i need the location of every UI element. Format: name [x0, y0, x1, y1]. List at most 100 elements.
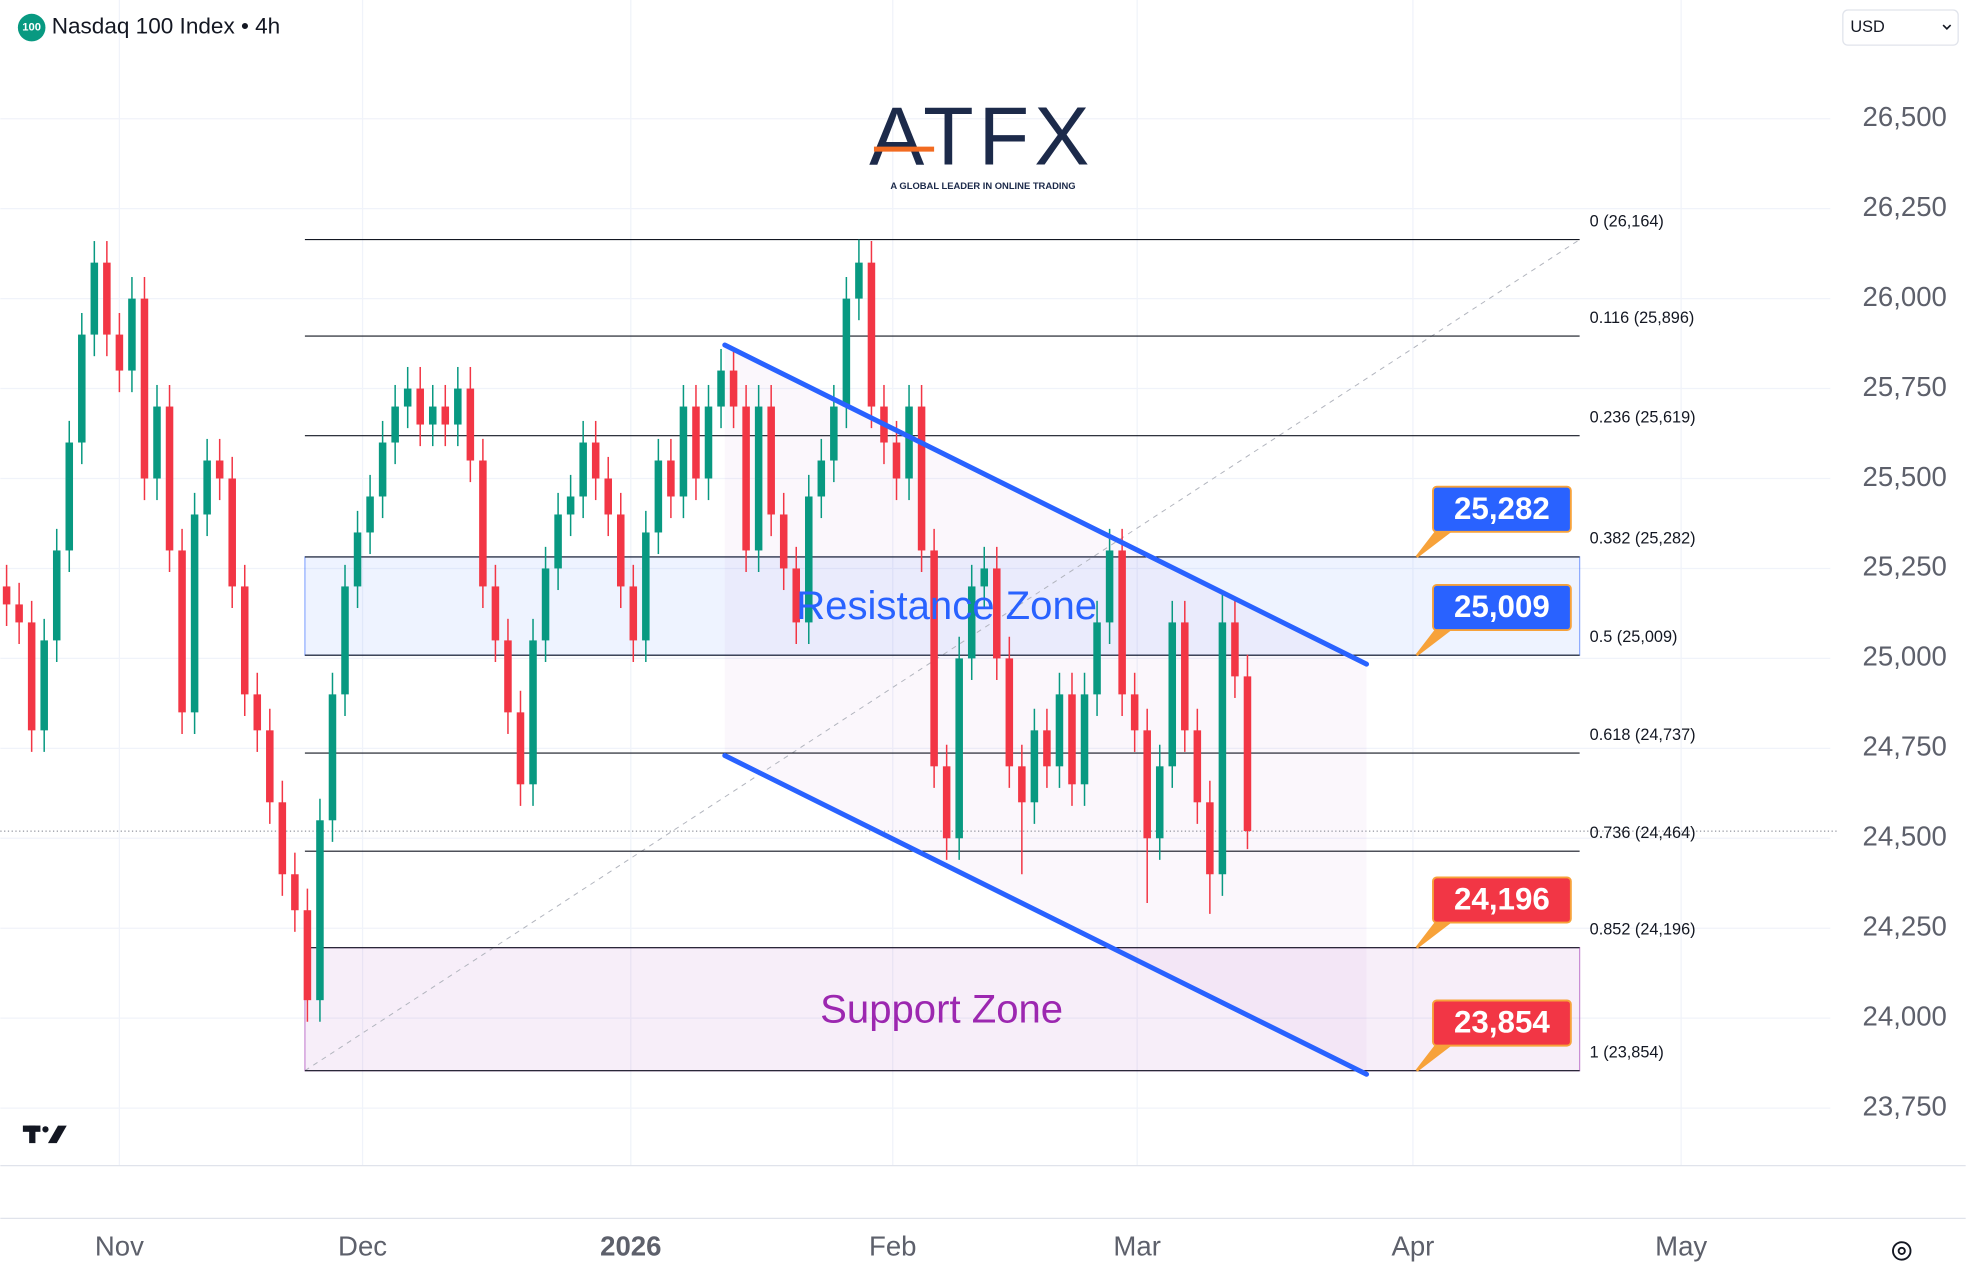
candle-body: [1181, 622, 1189, 731]
dropdown-icon: [1942, 24, 1952, 30]
y-tick-label: 25,000: [1863, 641, 1947, 672]
candle-body: [366, 496, 374, 533]
fib-label: 0.236 (25,619): [1590, 408, 1696, 426]
candle-body: [328, 694, 337, 821]
candle-body: [479, 460, 487, 587]
candle-body: [867, 262, 876, 407]
candle-body: [341, 586, 349, 695]
candle-body: [140, 298, 149, 479]
x-tick-label: Mar: [1113, 1231, 1160, 1262]
fib-label: 0 (26,164): [1590, 212, 1664, 230]
candle-body: [228, 478, 236, 587]
channel-area: [724, 345, 1367, 1075]
candle-body: [529, 640, 537, 785]
candle-body: [1018, 766, 1026, 803]
candle-body: [1005, 658, 1014, 767]
candle-body: [842, 298, 851, 407]
candle-body: [566, 496, 575, 515]
chart-title: Nasdaq 100 Index • 4h: [52, 14, 281, 39]
candle-body: [1206, 802, 1214, 875]
x-tick-label: Dec: [338, 1231, 387, 1262]
candle-body: [692, 406, 700, 479]
candle-body: [817, 460, 826, 497]
candle-body: [541, 568, 550, 641]
y-tick-label: 26,250: [1863, 191, 1947, 222]
candle-body: [654, 460, 663, 533]
plot: [0, 239, 1837, 1077]
y-tick-label: 24,750: [1863, 731, 1947, 762]
candle-body: [905, 406, 913, 479]
zone-label: Support Zone: [820, 987, 1063, 1031]
candles: [2, 239, 1252, 1022]
candle-body: [128, 298, 136, 371]
y-tick-label: 25,250: [1863, 551, 1947, 582]
fib-label: 0.618 (24,737): [1590, 726, 1696, 744]
x-tick-label: May: [1655, 1231, 1707, 1262]
callout-label: 25,282: [1454, 491, 1550, 526]
fib-label: 0.852 (24,196): [1590, 920, 1696, 938]
candle-body: [917, 406, 926, 551]
currency[interactable]: USD: [1850, 18, 1884, 36]
candle-body: [416, 388, 424, 425]
x-tick-label: Apr: [1391, 1231, 1434, 1262]
candle-body: [717, 370, 725, 407]
fib-label: 0.116 (25,896): [1590, 309, 1695, 327]
fib-label: 0.5 (25,009): [1590, 628, 1678, 646]
x-tick-label: Feb: [869, 1231, 917, 1262]
candle-body: [1193, 730, 1202, 803]
candle-body: [441, 406, 450, 425]
x-tick-label: 2026: [600, 1231, 661, 1262]
candle-body: [1218, 622, 1227, 875]
fib-label: 1 (23,854): [1590, 1043, 1664, 1061]
candle-body: [240, 586, 249, 695]
y-tick-label: 26,500: [1863, 101, 1947, 132]
candle-body: [742, 406, 750, 551]
callout-label: 23,854: [1454, 1005, 1550, 1040]
y-tick-label: 24,250: [1863, 911, 1947, 942]
candle-body: [40, 640, 48, 731]
candle-body: [767, 406, 775, 515]
x-tick-label: Nov: [95, 1231, 144, 1262]
candle-body: [190, 514, 199, 713]
candle-body: [1130, 694, 1139, 731]
candle-body: [754, 406, 763, 551]
candle-body: [779, 514, 788, 569]
candle-body: [855, 262, 863, 299]
candle-body: [103, 262, 111, 335]
callout-label: 24,196: [1454, 882, 1550, 917]
candle-body: [1093, 622, 1101, 695]
candle-body: [353, 532, 362, 587]
callout-box: [1432, 999, 1572, 1047]
candle-body: [729, 370, 738, 407]
candle-body: [955, 658, 963, 839]
candle-body: [1030, 730, 1039, 803]
y-tick-label: 23,750: [1863, 1090, 1947, 1121]
candle-body: [2, 586, 11, 605]
logo: ATFX: [869, 90, 1094, 183]
candle-body: [178, 550, 186, 713]
fib-label: 0.736 (24,464): [1590, 824, 1696, 842]
candle-body: [65, 442, 74, 551]
candle-body: [466, 388, 475, 461]
currency-select[interactable]: [1842, 9, 1959, 46]
candle-body: [504, 640, 512, 713]
y-tick-label: 24,500: [1863, 821, 1947, 852]
candle-body: [15, 604, 23, 623]
candle-body: [642, 532, 650, 641]
candle-body: [516, 712, 525, 785]
candle-body: [554, 514, 562, 569]
candle-body: [115, 334, 124, 371]
candle-body: [604, 478, 612, 515]
fib-label: 0.382 (25,282): [1590, 530, 1696, 548]
callout-label: 25,009: [1454, 589, 1550, 624]
candle-body: [805, 496, 813, 623]
settings-icon[interactable]: [1892, 1241, 1912, 1261]
candle-body: [591, 442, 600, 479]
candle-body: [78, 334, 86, 443]
candle-body: [27, 622, 36, 731]
candle-body: [1143, 730, 1151, 839]
candle-body: [203, 460, 211, 515]
candle-body: [679, 406, 688, 497]
